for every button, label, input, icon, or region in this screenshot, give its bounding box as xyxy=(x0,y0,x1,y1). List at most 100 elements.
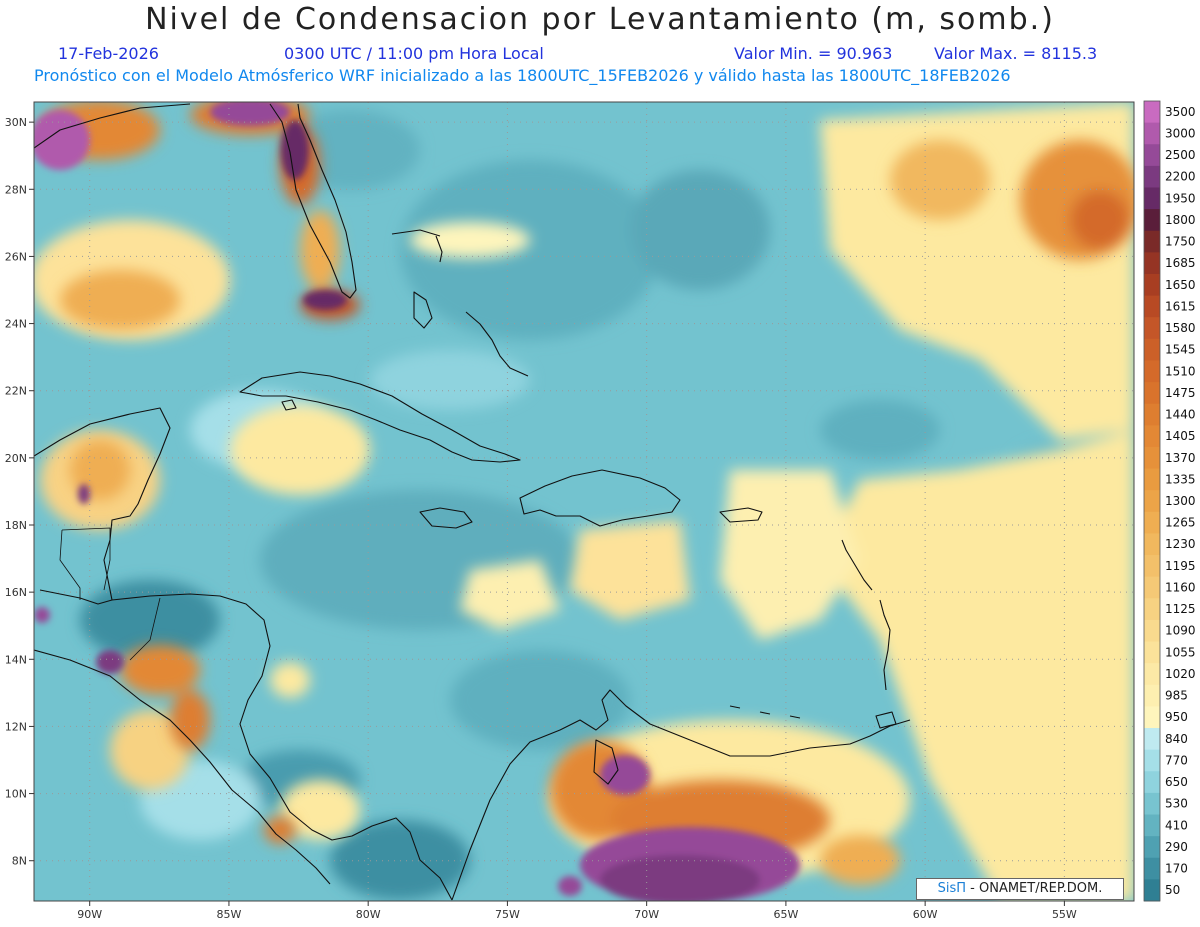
colorbar-label: 530 xyxy=(1165,797,1188,811)
isle-of-youth xyxy=(281,399,297,411)
lon-tick-label: 65W xyxy=(773,908,798,921)
lat-tick-label: 8N xyxy=(12,855,27,868)
jamaica-coast xyxy=(419,507,473,529)
gulf-coast xyxy=(34,103,191,149)
colorbar-label: 1510 xyxy=(1165,364,1196,378)
colorbar-swatch xyxy=(1144,836,1160,859)
colorbar-swatch xyxy=(1144,187,1160,210)
credit-brand: SisΠ xyxy=(937,881,967,896)
colorbar-label: 2200 xyxy=(1165,170,1196,184)
colorbar-label: 985 xyxy=(1165,689,1188,703)
colorbar-label: 50 xyxy=(1165,883,1180,897)
colorbar: 3500 3000 2500 2200 1950 1800 1750 1685 1650 1615… xyxy=(1143,100,1196,902)
latitude-axis: 8N 10N 12N 14N 16N 18N 20N 22N 24N 26N 28N 30N xyxy=(5,116,34,868)
colorbar-label: 1405 xyxy=(1165,429,1196,443)
colorbar-swatch xyxy=(1144,879,1160,902)
colorbar-swatch xyxy=(1144,209,1160,232)
colorbar-label: 1265 xyxy=(1165,516,1196,530)
colorbar-label: 3000 xyxy=(1165,126,1196,140)
colorbar-swatch xyxy=(1144,598,1160,621)
credit-text: - ONAMET/REP.DOM. xyxy=(966,881,1103,896)
colorbar-label: 1545 xyxy=(1165,343,1196,357)
credit-box: SisΠ - ONAMET/REP.DOM. xyxy=(916,878,1124,900)
colorbar-swatch xyxy=(1144,122,1160,145)
border-lines xyxy=(59,527,161,661)
colorbar-label: 1125 xyxy=(1165,602,1196,616)
value-max: Valor Max. = 8115.3 xyxy=(934,44,1098,63)
colorbar-swatch xyxy=(1144,533,1160,556)
colorbar-label: 1335 xyxy=(1165,472,1196,486)
colorbar-label: 1950 xyxy=(1165,191,1196,205)
map-field xyxy=(34,102,1134,901)
colorbar-swatch xyxy=(1144,490,1160,513)
colorbar-swatch xyxy=(1144,403,1160,426)
colorbar-swatch xyxy=(1144,771,1160,794)
colorbar-label: 1615 xyxy=(1165,299,1196,313)
central-america-coast xyxy=(111,593,453,901)
colorbar-label: 1090 xyxy=(1165,624,1196,638)
colorbar-label: 1230 xyxy=(1165,537,1196,551)
hispaniola-coast xyxy=(519,469,681,527)
colorbar-swatch xyxy=(1144,684,1160,707)
colorbar-label: 2500 xyxy=(1165,148,1196,162)
colorbar-swatch xyxy=(1144,511,1160,534)
colorbar-swatch xyxy=(1144,360,1160,383)
colorbar-label: 170 xyxy=(1165,862,1188,876)
colorbar-label: 1055 xyxy=(1165,645,1196,659)
forecast-date: 17-Feb-2026 xyxy=(58,44,159,63)
colorbar-swatch xyxy=(1144,663,1160,686)
colorbar-label: 1750 xyxy=(1165,235,1196,249)
colorbar-label: 950 xyxy=(1165,710,1188,724)
model-description: Pronóstico con el Modelo Atmósferico WRF… xyxy=(34,66,1011,85)
lon-tick-label: 70W xyxy=(634,908,659,921)
lat-tick-label: 14N xyxy=(5,653,27,666)
colorbar-swatch xyxy=(1144,576,1160,599)
very-high-lcl-regions xyxy=(34,102,800,901)
colorbar-swatch xyxy=(1144,165,1160,188)
lon-tick-label: 55W xyxy=(1052,908,1077,921)
colorbar-swatch xyxy=(1144,555,1160,578)
colorbar-label: 1800 xyxy=(1165,213,1196,227)
bahamas-andros xyxy=(413,291,433,329)
lat-tick-label: 28N xyxy=(5,183,27,196)
value-min: Valor Min. = 90.963 xyxy=(734,44,893,63)
lake-maracaibo xyxy=(593,739,619,785)
colorbar-swatch xyxy=(1144,728,1160,751)
colorbar-swatch xyxy=(1144,252,1160,275)
lon-tick-label: 75W xyxy=(495,908,520,921)
bahamas-abaco xyxy=(435,235,443,263)
colorbar-swatch xyxy=(1144,273,1160,297)
lat-tick-label: 10N xyxy=(5,788,27,801)
forecast-time: 0300 UTC / 11:00 pm Hora Local xyxy=(284,44,544,63)
lat-tick-label: 18N xyxy=(5,519,27,532)
colorbar-label: 1475 xyxy=(1165,386,1196,400)
lat-tick-label: 12N xyxy=(5,720,27,733)
colorbar-label: 1580 xyxy=(1165,321,1196,335)
colorbar-label: 410 xyxy=(1165,818,1188,832)
colorbar-swatch xyxy=(1144,446,1160,470)
lat-tick-label: 20N xyxy=(5,452,27,465)
map-title: Nivel de Condensacion por Levantamiento … xyxy=(145,2,1055,37)
longitude-axis: 90W 85W 80W 75W 70W 65W 60W 55W xyxy=(77,901,1077,921)
colorbar-label: 1300 xyxy=(1165,494,1196,508)
colorbar-swatch xyxy=(1144,619,1160,643)
lesser-antilles-a xyxy=(841,539,873,591)
colorbar-label: 650 xyxy=(1165,775,1188,789)
lat-tick-label: 24N xyxy=(5,318,27,331)
yucatan-coast xyxy=(34,407,171,605)
colorbar-swatch xyxy=(1144,749,1160,772)
colorbar-label: 770 xyxy=(1165,753,1188,767)
colorbar-swatch xyxy=(1144,857,1160,880)
florida-coast xyxy=(269,103,357,299)
colombia-venezuela-coast xyxy=(451,689,911,901)
colorbar-label: 3500 xyxy=(1165,105,1196,119)
abc-islands xyxy=(729,705,801,719)
colorbar-swatch xyxy=(1144,295,1160,318)
colorbar-swatch xyxy=(1144,317,1160,340)
colorbar-swatch xyxy=(1144,641,1160,664)
colorbar-label: 1020 xyxy=(1165,667,1196,681)
colorbar-label: 1370 xyxy=(1165,451,1196,465)
colorbar-swatch xyxy=(1144,792,1160,816)
colorbar-label: 1440 xyxy=(1165,408,1196,422)
lat-tick-label: 30N xyxy=(5,116,27,129)
